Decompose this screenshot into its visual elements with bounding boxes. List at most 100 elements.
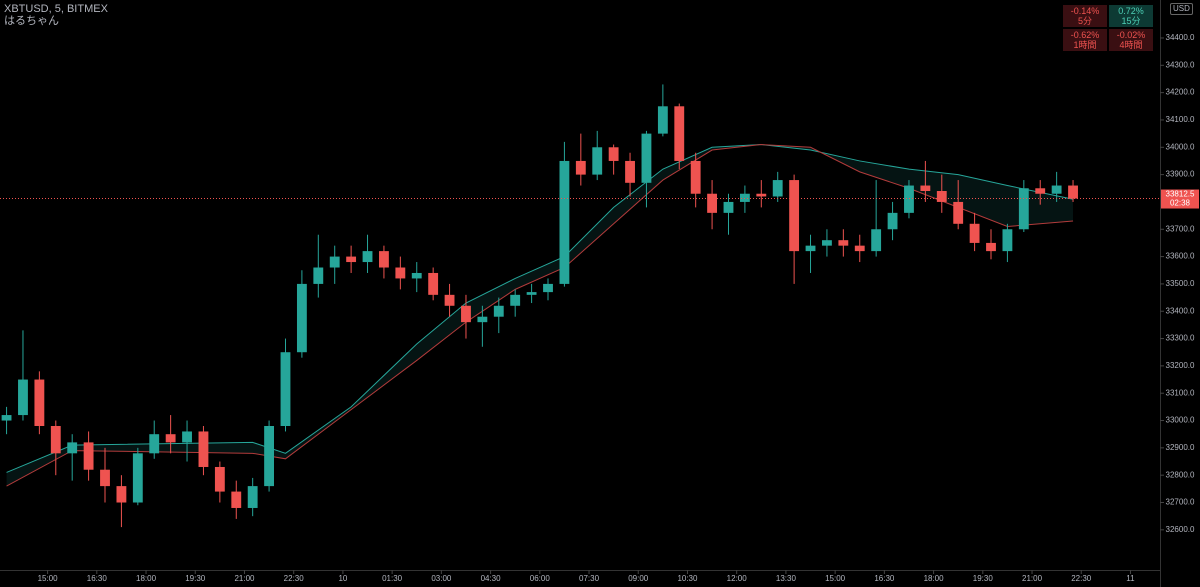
candle-body <box>18 379 28 416</box>
candle-body <box>575 160 586 175</box>
y-tick-label: 33400.0 <box>1166 306 1195 315</box>
candle-body <box>986 242 996 252</box>
x-tick-label: 06:00 <box>530 574 551 583</box>
widget-cell: -0.02% 4時間 <box>1109 29 1153 51</box>
x-tick-label: 09:00 <box>628 574 649 583</box>
candle-body <box>739 193 750 202</box>
candle-body <box>1068 185 1078 199</box>
widget-period: 5分 <box>1077 16 1092 26</box>
candle-body <box>592 147 603 175</box>
x-tick-label: 21:00 <box>234 574 255 583</box>
y-tick-label: 32800.0 <box>1166 470 1195 479</box>
candle-body <box>198 431 209 467</box>
widget-change: -0.02% <box>1116 30 1146 40</box>
x-tick-label: 19:30 <box>185 574 206 583</box>
candle-body <box>904 185 914 213</box>
y-tick-label: 33000.0 <box>1166 416 1195 425</box>
candle-body <box>674 106 685 161</box>
x-tick-label: 10:30 <box>677 574 698 583</box>
candle-body <box>116 486 127 503</box>
widget-change: -0.14% <box>1070 6 1100 16</box>
widget-cell: -0.62% 1時間 <box>1063 29 1107 51</box>
candle-body <box>83 442 94 470</box>
candle-body <box>132 453 143 503</box>
candle-body <box>510 294 521 306</box>
chart-title: XBTUSD, 5, BITMEX <box>4 3 108 15</box>
y-tick-label: 33900.0 <box>1166 170 1195 179</box>
candle-body <box>1 415 12 421</box>
candle-body <box>559 160 570 284</box>
x-tick-label: 11 <box>1126 574 1135 583</box>
x-tick-label: 03:00 <box>431 574 452 583</box>
candle-body <box>477 316 488 323</box>
candle-body <box>346 256 357 263</box>
candle-body <box>1035 188 1046 194</box>
y-tick-label: 34000.0 <box>1166 142 1195 151</box>
widget-period: 15分 <box>1121 16 1141 26</box>
last-price-tag <box>1161 189 1199 209</box>
candle-body <box>920 185 931 192</box>
candle-body <box>329 256 340 268</box>
x-tick-label: 18:00 <box>136 574 157 583</box>
x-tick-label: 01:30 <box>382 574 403 583</box>
widget-change: -0.62% <box>1070 30 1100 40</box>
candle-body <box>805 245 816 252</box>
currency-badge[interactable]: USD <box>1170 3 1193 15</box>
candle-body <box>67 442 78 454</box>
candle-body <box>461 305 471 323</box>
x-tick-label: 16:30 <box>87 574 108 583</box>
x-tick-label: 22:30 <box>1071 574 1092 583</box>
candle-body <box>526 292 537 295</box>
x-tick-label: 13:30 <box>776 574 797 583</box>
x-tick-label: 22:30 <box>284 574 305 583</box>
y-tick-label: 33700.0 <box>1166 224 1195 233</box>
candle-body <box>822 240 832 246</box>
candle-body <box>936 191 947 202</box>
candle-body <box>838 240 849 246</box>
candle-body <box>871 229 882 252</box>
y-tick-label: 33500.0 <box>1166 279 1195 288</box>
x-tick-label: 19:30 <box>973 574 994 583</box>
candle-body <box>247 486 258 508</box>
candle-body <box>149 434 160 454</box>
x-tick-label: 10 <box>338 574 347 583</box>
candle-body <box>313 267 324 284</box>
candle-body <box>543 283 553 293</box>
candle-body <box>50 425 61 454</box>
candle-body <box>953 201 964 224</box>
ma-band <box>6 144 1074 487</box>
candle-body <box>264 425 275 487</box>
candle-body <box>887 212 898 230</box>
widget-period: 4時間 <box>1119 40 1143 50</box>
candle-body <box>707 193 718 213</box>
y-tick-label: 33300.0 <box>1166 334 1195 343</box>
candle-body <box>723 201 734 213</box>
y-tick-label: 32700.0 <box>1166 498 1195 507</box>
candle-body <box>657 106 668 134</box>
candle-body <box>789 180 800 252</box>
x-tick-label: 04:30 <box>481 574 502 583</box>
candle-body <box>379 251 389 268</box>
x-tick-label: 12:00 <box>727 574 748 583</box>
candle-body <box>690 160 701 194</box>
candle-body <box>493 305 504 317</box>
candle-body <box>165 434 176 443</box>
change-widget: -0.14% 5分 0.72% 15分 -0.62% 1時間 -0.02% 4時間 <box>1063 5 1153 51</box>
candle-body <box>231 491 242 508</box>
candle-body <box>280 352 291 426</box>
x-tick-label: 21:00 <box>1022 574 1043 583</box>
y-tick-label: 33200.0 <box>1166 361 1195 370</box>
candle-body <box>1051 185 1062 194</box>
candle-body <box>1018 188 1029 230</box>
candle-body <box>1002 229 1013 252</box>
candle-body <box>625 160 635 183</box>
widget-period: 1時間 <box>1073 40 1097 50</box>
candle-body <box>411 272 422 279</box>
x-tick-label: 15:00 <box>38 574 59 583</box>
y-tick-label: 33600.0 <box>1166 252 1195 261</box>
candle-body <box>182 431 192 443</box>
countdown-label: 02:38 <box>1170 199 1191 208</box>
